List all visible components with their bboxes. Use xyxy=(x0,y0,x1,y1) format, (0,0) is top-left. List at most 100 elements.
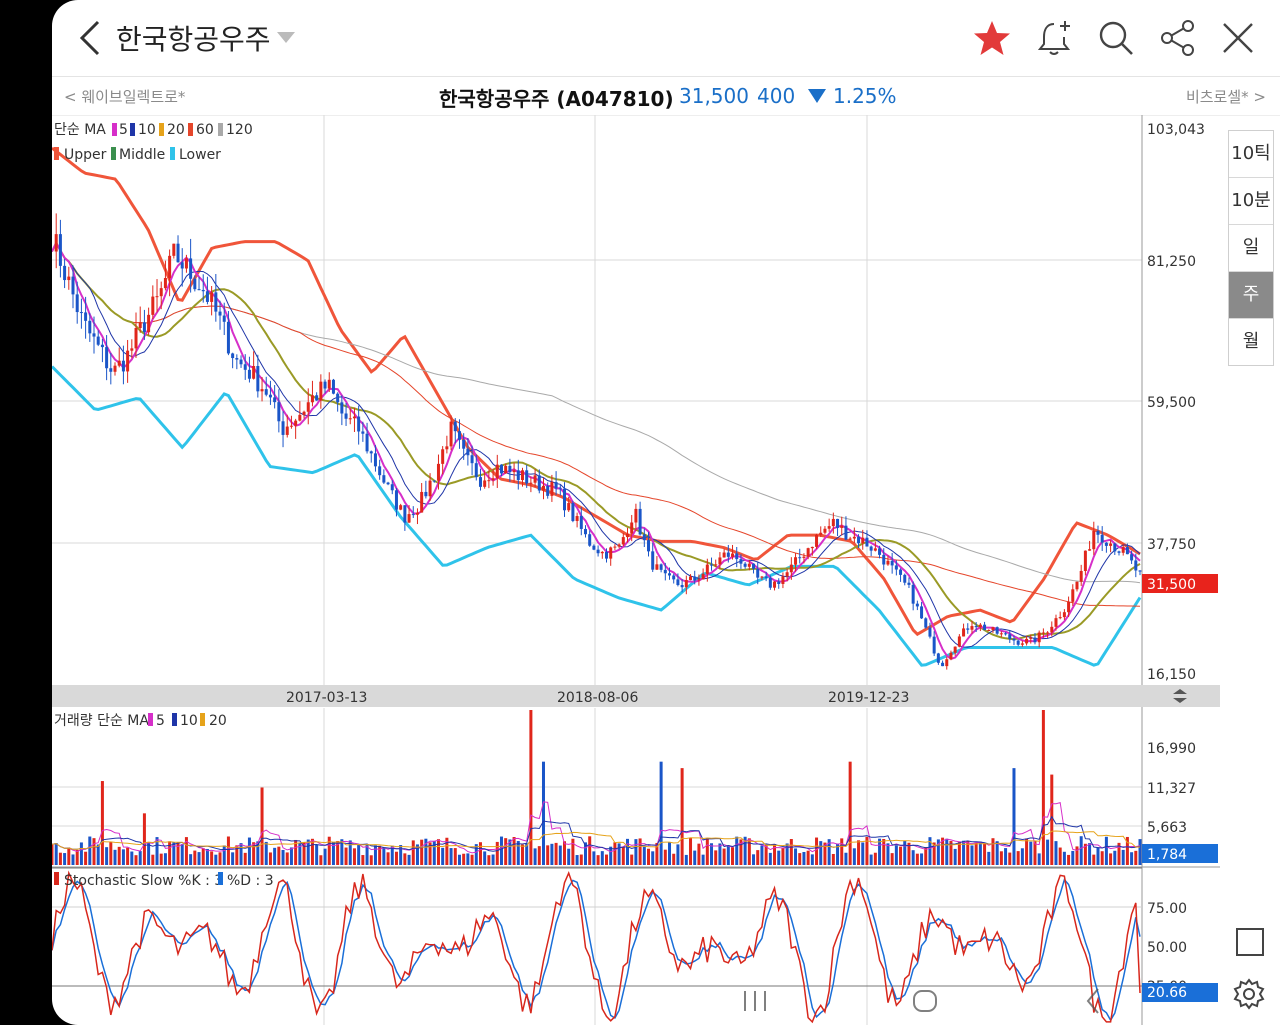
period-tab[interactable]: 10분 xyxy=(1229,178,1273,225)
candle-body xyxy=(722,552,726,558)
volume-bar xyxy=(1041,710,1045,865)
volume-bar xyxy=(638,838,642,865)
candle-body xyxy=(226,321,230,354)
volume-bar xyxy=(478,842,482,865)
volume-bar xyxy=(684,854,688,865)
volume-bar xyxy=(869,854,873,865)
volume-bar xyxy=(764,844,768,865)
settings-gear-icon[interactable] xyxy=(1233,978,1265,1010)
vol-ma10-line xyxy=(52,815,1141,852)
ma10-label: 10 xyxy=(138,122,156,138)
volume-tick: 11,327 xyxy=(1147,781,1196,797)
home-icon[interactable] xyxy=(913,990,937,1012)
candle-body xyxy=(794,557,798,565)
volume-bar xyxy=(92,838,96,865)
volume-bar xyxy=(613,842,617,865)
candle-body xyxy=(487,480,491,482)
fullscreen-toggle-icon[interactable] xyxy=(1236,928,1264,956)
volume-bar xyxy=(886,843,890,865)
volume-bar xyxy=(289,847,293,865)
volume-bar xyxy=(1067,854,1071,865)
price-ma-legend: 단순 MA xyxy=(54,122,106,138)
volume-bar xyxy=(831,853,835,865)
candle-body xyxy=(327,379,331,389)
share-icon[interactable] xyxy=(1158,18,1198,58)
volume-bar xyxy=(176,842,180,865)
chart-divider[interactable] xyxy=(52,685,1220,707)
favorite-star-icon[interactable] xyxy=(972,18,1012,58)
close-icon[interactable] xyxy=(1218,18,1258,58)
candle-body xyxy=(361,431,365,434)
candle-body xyxy=(1050,626,1054,633)
volume-bar xyxy=(798,853,802,865)
candle-body xyxy=(668,573,672,576)
ma120-swatch xyxy=(218,123,223,136)
page-title[interactable]: 한국항공우주 xyxy=(116,23,271,56)
volume-bar xyxy=(924,847,928,865)
volume-bar xyxy=(655,842,659,865)
volume-bar xyxy=(903,840,907,865)
candle-body xyxy=(684,580,688,588)
candle-body xyxy=(693,576,697,581)
volume-bar xyxy=(453,848,457,865)
search-icon[interactable] xyxy=(1096,18,1136,58)
candle-body xyxy=(378,466,382,476)
volume-bar xyxy=(571,838,575,865)
candle-body xyxy=(205,291,209,302)
candle-body xyxy=(315,395,319,401)
candle-body xyxy=(147,314,151,333)
candle-body xyxy=(239,359,243,365)
volume-bar xyxy=(1020,848,1024,865)
candle-body xyxy=(420,491,424,513)
period-tab[interactable]: 일 xyxy=(1229,225,1273,272)
volume-bar xyxy=(642,846,646,865)
candle-body xyxy=(676,579,680,586)
volume-bar xyxy=(323,848,327,865)
candle-body xyxy=(491,478,495,481)
candle-body xyxy=(785,572,789,577)
volume-bar xyxy=(75,849,79,865)
next-stock-link[interactable]: 비츠로셀* > xyxy=(1185,88,1266,106)
candle-body xyxy=(495,464,499,479)
volume-bar xyxy=(474,844,478,865)
alarm-add-icon[interactable] xyxy=(1034,18,1074,58)
price-change: 400 xyxy=(757,84,796,108)
vol-ma5-swatch xyxy=(148,713,153,726)
volume-bar xyxy=(1134,850,1138,865)
period-tab[interactable]: 월 xyxy=(1242,331,1260,352)
period-tab-selected[interactable]: 주 xyxy=(1229,272,1273,319)
volume-bar xyxy=(600,851,604,865)
volume-bar xyxy=(794,848,798,865)
candle-body xyxy=(1104,542,1108,546)
dropdown-caret-icon[interactable] xyxy=(277,32,295,43)
candle-body xyxy=(260,389,264,392)
candle-body xyxy=(63,265,67,281)
back-icon[interactable] xyxy=(76,18,106,58)
volume-bar xyxy=(403,853,407,865)
volume-bar xyxy=(105,847,109,865)
date-axis: 2017-03-13 2018-08-06 2019-12-23 xyxy=(286,690,909,706)
volume-bar xyxy=(348,840,352,865)
resize-arrows-icon[interactable] xyxy=(1173,689,1187,703)
price-tick: 103,043 xyxy=(1147,122,1205,138)
vol-ma20-swatch xyxy=(200,713,205,726)
candle-body xyxy=(474,463,478,478)
volume-bar xyxy=(945,838,949,865)
volume-bar xyxy=(852,848,856,865)
volume-bar xyxy=(462,853,466,865)
volume-bar xyxy=(163,853,167,865)
prev-stock-link[interactable]: < 웨이브일렉트로* xyxy=(64,88,186,106)
volume-bar xyxy=(1079,836,1083,865)
candle-body xyxy=(752,563,756,569)
volume-bar xyxy=(676,844,680,865)
period-tab[interactable]: 10틱 xyxy=(1229,131,1273,178)
volume-bar xyxy=(857,840,861,865)
vol-ma10-label: 10 xyxy=(180,713,198,729)
candle-body xyxy=(373,453,377,467)
stock-chart[interactable]: 단순 MA 5 10 20 60 120 Upper Middle Lower … xyxy=(52,115,1280,1025)
ma20-label: 20 xyxy=(167,122,185,138)
volume-bar xyxy=(126,847,130,865)
nav-back-icon[interactable] xyxy=(1086,988,1099,1014)
candle-body xyxy=(504,465,508,474)
candle-body xyxy=(67,276,71,281)
